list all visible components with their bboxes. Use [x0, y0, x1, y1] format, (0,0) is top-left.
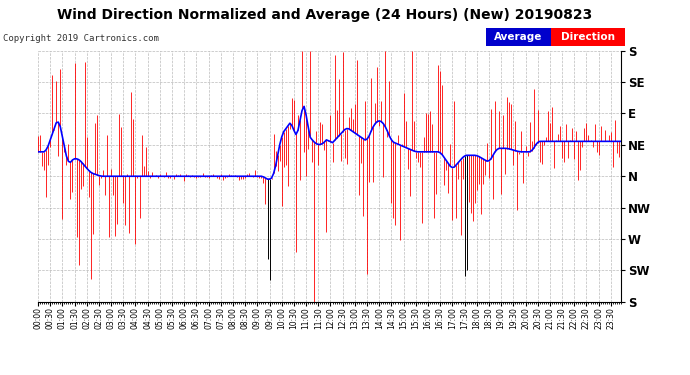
Text: Direction: Direction: [561, 32, 615, 42]
Text: Wind Direction Normalized and Average (24 Hours) (New) 20190823: Wind Direction Normalized and Average (2…: [57, 8, 592, 22]
Text: Copyright 2019 Cartronics.com: Copyright 2019 Cartronics.com: [3, 34, 159, 43]
Text: Average: Average: [494, 32, 543, 42]
